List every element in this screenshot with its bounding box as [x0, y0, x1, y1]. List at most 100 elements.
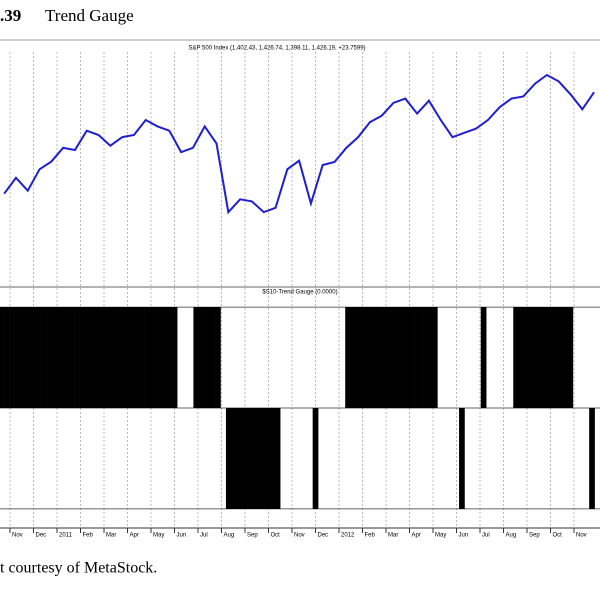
gauge-bar [377, 307, 384, 408]
gauge-bar [166, 307, 173, 408]
x-tick-label: Nov [576, 533, 587, 539]
x-tick-label: Feb [365, 533, 376, 539]
gauge-bar [513, 307, 519, 408]
gauge-bar [551, 307, 557, 408]
x-tick-label: Jun [459, 533, 469, 539]
gauge-bar [14, 307, 21, 408]
gauge-bar [133, 307, 140, 408]
gauge-bar [25, 307, 32, 408]
gauge-bar [193, 307, 200, 408]
gauge-bar [74, 307, 80, 408]
gauge-bar [68, 307, 75, 408]
gauge-bar [0, 307, 4, 408]
gauge-bar [345, 307, 351, 408]
gauge-bar [534, 307, 541, 408]
x-tick-label: Oct [271, 533, 281, 539]
gauge-bar [589, 408, 595, 509]
gauge-bar [356, 307, 362, 408]
gauge-bar [47, 307, 53, 408]
figure-title: Trend Gauge [45, 6, 134, 25]
gauge-bar [41, 307, 48, 408]
x-tick-label: Apr [130, 533, 139, 539]
gauge-bar [556, 307, 563, 408]
x-tick-label: Feb [83, 533, 94, 539]
gauge-bar [372, 307, 379, 408]
gauge-bar [106, 307, 113, 408]
gauge-bar [361, 307, 368, 408]
panel-title: S&P 500 Index (1,402.43, 1,426.74, 1,398… [188, 46, 365, 52]
x-tick-label: Sep [247, 533, 258, 539]
gauge-bar [426, 307, 433, 408]
gauge-bar [524, 307, 530, 408]
gauge-bar [101, 307, 107, 408]
x-tick-label: Mar [388, 533, 398, 539]
gauge-bar [90, 307, 97, 408]
gauge-bar [95, 307, 102, 408]
gauge-bar [540, 307, 547, 408]
gauge-bar [204, 307, 210, 408]
gauge-bar [263, 408, 270, 509]
x-tick-label: Nov [12, 533, 23, 539]
x-tick-label: Jul [200, 533, 208, 539]
gauge-bar [52, 307, 59, 408]
gauge-bar [57, 307, 64, 408]
gauge-bar [160, 307, 167, 408]
x-tick-label: Dec [36, 533, 47, 539]
gauge-bar [421, 307, 427, 408]
x-tick-label: Nov [294, 533, 305, 539]
gauge-bar [274, 408, 281, 509]
gauge-bar [215, 307, 221, 408]
gauge-bar [79, 307, 86, 408]
gauge-bar [383, 307, 389, 408]
gauge-bar [404, 307, 411, 408]
x-tick-label: Aug [506, 533, 517, 539]
gauge-bar [545, 307, 552, 408]
gauge-bar [258, 408, 265, 509]
gauge-bar [9, 307, 15, 408]
gauge-bar [366, 307, 373, 408]
gauge-bar [415, 307, 422, 408]
gauge-bar [84, 307, 91, 408]
gauge-bar [431, 307, 438, 408]
gauge-bar [529, 307, 536, 408]
gauge-bar [253, 408, 259, 509]
gauge-bar [242, 408, 248, 509]
caption: t courtesy of MetaStock. [0, 560, 157, 577]
x-tick-label: Apr [412, 533, 421, 539]
x-tick-label: Oct [553, 533, 563, 539]
figure-number: .39 [0, 6, 21, 25]
gauge-bar [198, 307, 205, 408]
gauge-bar [388, 307, 395, 408]
gauge-bar [171, 307, 178, 408]
panel-title: $S10-Trend Gauge (0.0000) [262, 290, 337, 296]
gauge-bar [312, 408, 319, 509]
gauge-bar [144, 307, 151, 408]
price-line [3, 73, 595, 215]
gauge-bar [225, 408, 232, 509]
gauge-bar [562, 307, 568, 408]
gauge-bar [63, 307, 70, 408]
gauge-bar [3, 307, 10, 408]
x-tick-label: Dec [318, 533, 329, 539]
gauge-bar [122, 307, 129, 408]
gauge-bar [247, 408, 254, 509]
gauge-bar [155, 307, 162, 408]
x-tick-label: Jun [177, 533, 187, 539]
gauge-bar [399, 307, 406, 408]
x-tick-label: May [435, 533, 446, 539]
x-tick-label: Sep [529, 533, 540, 539]
x-tick-label: Aug [224, 533, 235, 539]
gauge-bar [231, 408, 238, 509]
x-tick-label: 2011 [59, 533, 73, 539]
gauge-bar [350, 307, 357, 408]
gauge-bar [117, 307, 124, 408]
gauge-bar [128, 307, 135, 408]
gauge-bar [209, 307, 216, 408]
x-tick-label: 2012 [341, 533, 355, 539]
gauge-bar [30, 307, 37, 408]
gauge-bar [410, 307, 416, 408]
gauge-bar [393, 307, 400, 408]
gauge-bar [567, 307, 574, 408]
gauge-bar [236, 408, 243, 509]
